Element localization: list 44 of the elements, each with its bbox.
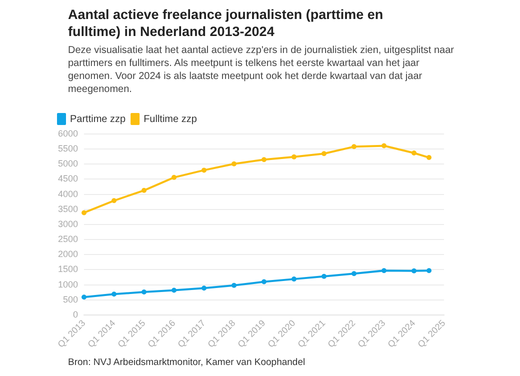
chart-subtitle: Deze visualisatie laat het aantal actieve zzp'ers in de journalistiek zien, uitgesplitst naar parttimers en fulltimers. Als meetpunt is telkens het eerste kwartaal van het jaar genomen. Voor 2024 is als laatste meetpunt ook het derde kwartaal van dat jaar meegenomen. [68, 44, 456, 96]
point [262, 157, 267, 162]
point [426, 155, 432, 160]
point [382, 268, 387, 274]
point [292, 276, 297, 282]
point [262, 279, 267, 284]
y-tick-label: 1500 [58, 264, 78, 274]
point [112, 292, 117, 297]
point [202, 286, 207, 291]
point [172, 288, 177, 293]
point [292, 154, 297, 160]
legend-label: Parttime zzp [70, 114, 126, 125]
point [412, 268, 416, 274]
point [142, 188, 147, 193]
legend-label: Fulltime zzp [144, 114, 198, 125]
point [352, 144, 357, 150]
text: Bron: NVJ Arbeidsmarktmonitor, Kamer van Koophandel [68, 357, 306, 368]
point [82, 210, 87, 216]
point [172, 174, 177, 180]
point [142, 290, 147, 295]
y-tick-label: 1000 [58, 279, 78, 290]
point [412, 150, 416, 156]
point [202, 168, 207, 173]
point [232, 161, 237, 166]
chart-title: Aantal actieve freelance journalisten (parttime en fulltime) in Nederland 2013-2024 [68, 6, 384, 40]
y-tick-label: 2000 [58, 249, 78, 260]
y-tick-label: 500 [62, 294, 78, 304]
point [426, 268, 432, 274]
y-tick-label: 2500 [58, 234, 78, 244]
point [352, 271, 357, 276]
point [112, 198, 117, 204]
y-tick-label: 0 [73, 309, 78, 320]
y-tick-label: 3000 [58, 218, 78, 229]
y-tick-label: 5500 [58, 144, 78, 154]
point [322, 274, 327, 279]
point [322, 151, 327, 156]
y-tick-label: 5000 [58, 158, 78, 169]
point [82, 294, 87, 300]
y-tick-label: 3500 [58, 204, 78, 214]
y-tick-label: 6000 [58, 128, 78, 138]
y-tick-label: 4000 [58, 188, 78, 199]
y-tick-label: 4500 [58, 174, 78, 184]
point [382, 143, 387, 148]
point [232, 282, 237, 288]
